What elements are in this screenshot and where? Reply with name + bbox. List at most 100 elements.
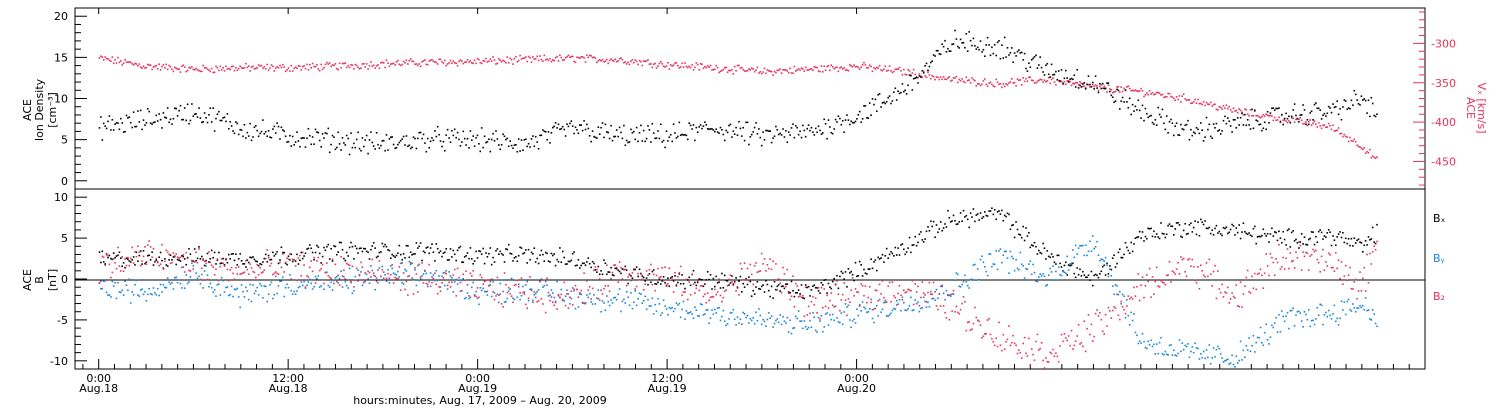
data-point — [401, 63, 403, 66]
data-point — [267, 69, 270, 72]
data-point — [171, 281, 173, 284]
data-point — [699, 124, 702, 126]
data-point — [918, 75, 921, 77]
data-point — [756, 281, 759, 283]
data-point — [311, 251, 314, 254]
data-point — [341, 286, 344, 288]
data-point — [1283, 117, 1286, 120]
data-point — [152, 247, 155, 250]
data-point — [777, 133, 780, 136]
data-point — [417, 247, 419, 249]
data-point — [1347, 140, 1350, 143]
data-point — [944, 78, 946, 80]
x-axis: 0:00Aug.1812:00Aug.180:00Aug.1912:00Aug.… — [79, 8, 1410, 395]
data-point — [573, 251, 575, 253]
data-point — [1302, 104, 1304, 106]
data-point — [608, 271, 611, 273]
data-point — [1067, 264, 1070, 266]
data-point — [900, 294, 902, 297]
data-point — [641, 275, 644, 277]
data-point — [874, 259, 877, 261]
data-point — [716, 291, 719, 293]
data-point — [918, 73, 921, 75]
data-point — [704, 121, 706, 123]
data-point — [1003, 348, 1006, 350]
data-point — [179, 104, 182, 107]
data-point — [1286, 311, 1289, 314]
data-point — [422, 133, 425, 136]
data-point — [304, 286, 307, 288]
data-point — [267, 254, 270, 257]
data-point — [472, 135, 474, 137]
data-point — [1259, 117, 1262, 119]
data-point — [1232, 363, 1235, 366]
data-point — [246, 131, 249, 134]
data-point — [1227, 107, 1229, 110]
data-point — [678, 302, 681, 305]
data-point — [708, 128, 710, 131]
data-point — [169, 283, 172, 285]
data-point — [804, 135, 807, 138]
data-point — [527, 55, 530, 58]
data-point — [625, 63, 628, 65]
data-point — [1317, 261, 1320, 264]
data-point — [542, 129, 544, 131]
data-point — [695, 309, 698, 311]
data-point — [1006, 257, 1009, 259]
data-point — [894, 246, 897, 249]
data-point — [1215, 297, 1218, 300]
data-point — [1286, 121, 1289, 124]
data-point — [969, 212, 972, 214]
data-point — [354, 63, 357, 66]
data-point — [871, 267, 874, 270]
data-point — [134, 125, 136, 128]
data-point — [537, 148, 540, 150]
data-point — [326, 262, 328, 264]
data-point — [1093, 274, 1095, 277]
data-point — [822, 132, 824, 134]
data-point — [688, 312, 690, 314]
data-point — [1165, 233, 1168, 236]
data-point — [606, 295, 608, 297]
data-point — [1065, 83, 1067, 85]
data-point — [743, 262, 746, 264]
data-point — [1190, 128, 1192, 131]
data-point — [1296, 257, 1299, 259]
data-point — [1238, 359, 1240, 362]
data-point — [635, 60, 638, 63]
data-point — [490, 60, 493, 62]
data-point — [453, 128, 456, 131]
data-point — [537, 59, 540, 62]
data-point — [911, 309, 914, 312]
data-point — [507, 286, 510, 289]
data-point — [1072, 262, 1074, 265]
data-point — [678, 272, 681, 274]
data-point — [1207, 227, 1209, 230]
data-point — [1020, 236, 1023, 239]
data-point — [816, 331, 818, 333]
data-point — [930, 290, 932, 293]
data-point — [256, 66, 258, 69]
data-point — [273, 255, 276, 257]
data-point — [1232, 119, 1235, 121]
data-point — [1262, 344, 1265, 347]
data-point — [336, 253, 338, 256]
data-point — [269, 67, 271, 69]
data-point — [965, 329, 968, 332]
data-point — [1289, 246, 1292, 248]
data-point — [682, 291, 685, 293]
data-point — [1261, 129, 1263, 132]
data-point — [633, 301, 635, 303]
data-point — [351, 265, 354, 268]
data-point — [661, 141, 663, 143]
data-point — [485, 252, 487, 254]
data-point — [1065, 272, 1067, 274]
data-point — [363, 62, 365, 65]
data-point — [486, 61, 489, 63]
data-point — [516, 260, 519, 263]
data-point — [247, 273, 250, 275]
data-point — [998, 210, 1000, 212]
data-point — [699, 62, 702, 65]
data-point — [883, 101, 885, 104]
data-point — [174, 255, 176, 257]
